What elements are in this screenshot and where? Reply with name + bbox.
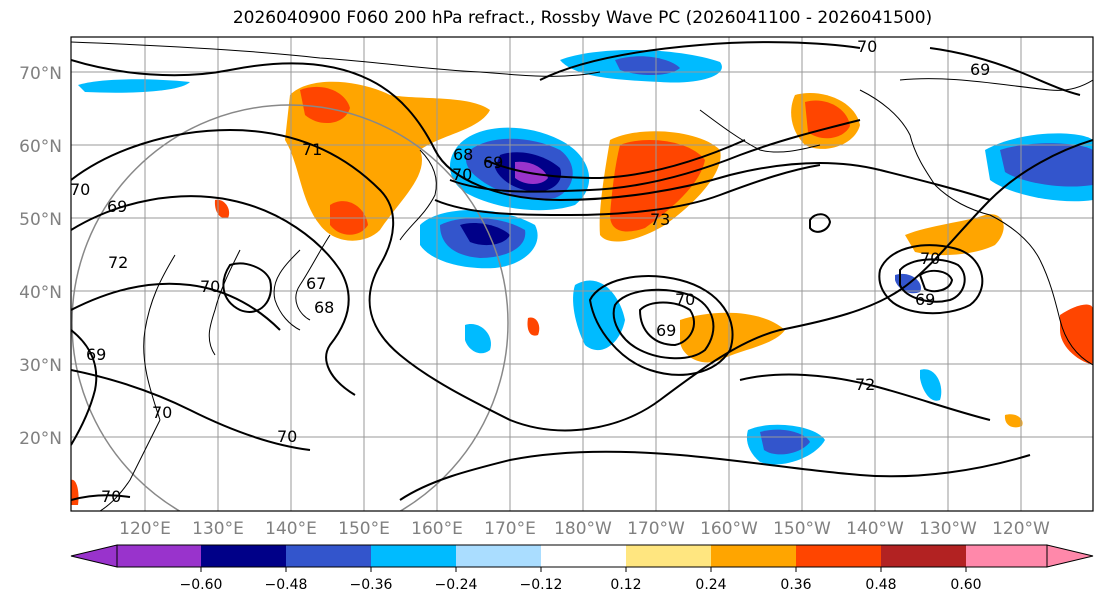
contour-label: 70 <box>920 249 940 268</box>
contour-label: 67 <box>306 274 326 293</box>
positive-anomaly-region <box>805 100 850 139</box>
contour-label: 72 <box>108 253 128 272</box>
lon-label: 140°W <box>846 519 904 539</box>
colorbar-extend-left <box>70 544 118 568</box>
lon-label: 180°W <box>554 519 612 539</box>
lon-label: 150°E <box>338 519 390 539</box>
lon-label: 120°E <box>119 519 171 539</box>
colorbar-tick-labels: −0.60 −0.48 −0.36 −0.24 −0.12 0.12 0.24 … <box>180 577 982 593</box>
colorbar-segment <box>456 545 541 567</box>
lat-label: 40°N <box>19 283 62 303</box>
contour-label: 72 <box>855 375 875 394</box>
colorbar-ticks <box>200 567 967 572</box>
contour-label: 70 <box>200 277 220 296</box>
contour-label: 68 <box>314 298 334 317</box>
contour-label: 70 <box>152 403 172 422</box>
lat-label: 70°N <box>19 64 62 84</box>
lon-label: 120°W <box>992 519 1050 539</box>
positive-anomaly-region <box>527 317 540 336</box>
great-circle <box>71 104 509 511</box>
contour-label: 69 <box>107 197 127 216</box>
contour-label: 70 <box>857 37 877 56</box>
colorbar-tick-label: 0.24 <box>695 577 726 593</box>
colorbar-tick-label: −0.48 <box>265 577 308 593</box>
colorbar-segment <box>626 545 711 567</box>
lon-label: 160°W <box>700 519 758 539</box>
colorbar-tick-label: −0.12 <box>520 577 563 593</box>
lat-label: 50°N <box>19 210 62 230</box>
colorbar-segment <box>117 545 201 567</box>
map-title: 2026040900 F060 200 hPa refract., Rossby… <box>232 8 933 28</box>
contour-label: 69 <box>86 345 106 364</box>
colorbar-segment <box>881 545 966 567</box>
negative-anomaly-region <box>573 280 625 351</box>
map-border <box>70 36 1094 512</box>
colorbar-tick-label: −0.36 <box>350 577 393 593</box>
contour-label: 69 <box>915 290 935 309</box>
lat-label: 30°N <box>19 356 62 376</box>
contour-label: 69 <box>483 153 503 172</box>
negative-anomaly-region <box>615 56 680 76</box>
positive-anomaly-region <box>1060 304 1093 365</box>
contour-label: 70 <box>675 290 695 309</box>
contour-label: 68 <box>453 145 473 164</box>
colorbar-tick-label: −0.24 <box>435 577 478 593</box>
contour-label: 70 <box>70 180 90 199</box>
lat-label: 60°N <box>19 137 62 157</box>
longitude-labels: 120°E 130°E 140°E 150°E 160°E 170°E 180°… <box>119 519 1050 539</box>
negative-anomaly-region <box>460 223 510 246</box>
colorbar-extend-right <box>1046 544 1094 568</box>
colorbar-tick-label: 0.60 <box>950 577 981 593</box>
colorbar-tick-label: 0.48 <box>865 577 896 593</box>
colorbar-segments <box>116 544 1048 568</box>
colorbar: −0.60 −0.48 −0.36 −0.24 −0.12 0.12 0.24 … <box>70 544 1094 593</box>
negative-anomaly-region <box>465 324 491 354</box>
colorbar-segment <box>796 545 881 567</box>
lon-label: 140°E <box>265 519 317 539</box>
contour-label: 69 <box>970 60 990 79</box>
colorbar-segment <box>201 545 286 567</box>
contour-label: 70 <box>452 165 472 184</box>
positive-anomaly-region <box>300 86 350 124</box>
colorbar-segment <box>711 545 796 567</box>
colorbar-segment <box>966 545 1047 567</box>
lon-label: 170°E <box>484 519 536 539</box>
negative-anomaly-region <box>1000 143 1093 187</box>
map-gridlines <box>71 37 1093 511</box>
contour-labels: 70 69 69 69 71 68 67 68 70 70 72 69 70 7… <box>70 37 990 506</box>
lat-label: 20°N <box>19 429 62 449</box>
colorbar-tick-label: 0.36 <box>780 577 811 593</box>
positive-anomaly-region <box>1004 414 1023 428</box>
contour-label: 73 <box>650 210 670 229</box>
colorbar-segment <box>541 545 626 567</box>
contour-label: 71 <box>302 140 322 159</box>
height-contours <box>71 41 1093 501</box>
colorbar-tick-label: 0.12 <box>610 577 641 593</box>
colorbar-tick-label: −0.60 <box>180 577 223 593</box>
colorbar-segment <box>371 545 456 567</box>
lon-label: 160°E <box>411 519 463 539</box>
contour-label: 69 <box>656 321 676 340</box>
negative-anomaly-region <box>920 369 942 401</box>
lon-label: 130°W <box>919 519 977 539</box>
lon-label: 130°E <box>192 519 244 539</box>
lon-label: 170°W <box>627 519 685 539</box>
negative-anomaly-region <box>760 429 810 455</box>
contour-label: 70 <box>101 487 121 506</box>
lon-label: 150°W <box>773 519 831 539</box>
latitude-labels: 70°N 60°N 50°N 40°N 30°N 20°N <box>19 64 62 449</box>
colorbar-segment <box>286 545 371 567</box>
contour-label: 70 <box>277 427 297 446</box>
negative-anomaly-region <box>78 79 190 93</box>
